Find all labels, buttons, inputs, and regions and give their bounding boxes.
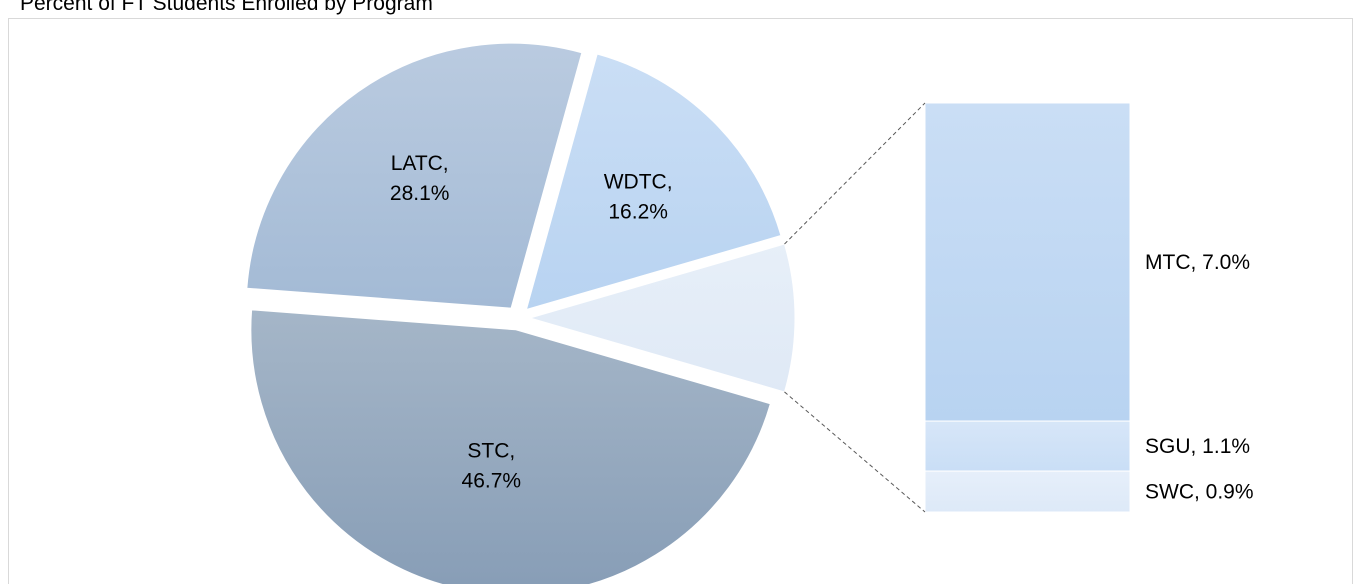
data-label: SWC, 0.9% — [1145, 481, 1254, 504]
data-label: LATC, 28.1% — [390, 152, 450, 205]
bar-segment — [924, 420, 1131, 472]
data-label: SGU, 1.1% — [1145, 435, 1250, 458]
pie-slice — [246, 42, 583, 309]
data-label: MTC, 7.0% — [1145, 251, 1250, 274]
chart-title: Percent of FT Students Enrolled by Progr… — [20, 0, 433, 15]
pie-slice-other — [528, 243, 796, 393]
connector — [784, 102, 926, 245]
data-label: STC, 46.7% — [462, 439, 522, 492]
bar-segment — [924, 102, 1131, 422]
data-label: WDTC, 16.2% — [604, 170, 673, 223]
bar-segment — [924, 470, 1131, 513]
connector — [784, 391, 926, 513]
pie-slice — [250, 309, 771, 584]
pie-slice — [525, 53, 782, 311]
